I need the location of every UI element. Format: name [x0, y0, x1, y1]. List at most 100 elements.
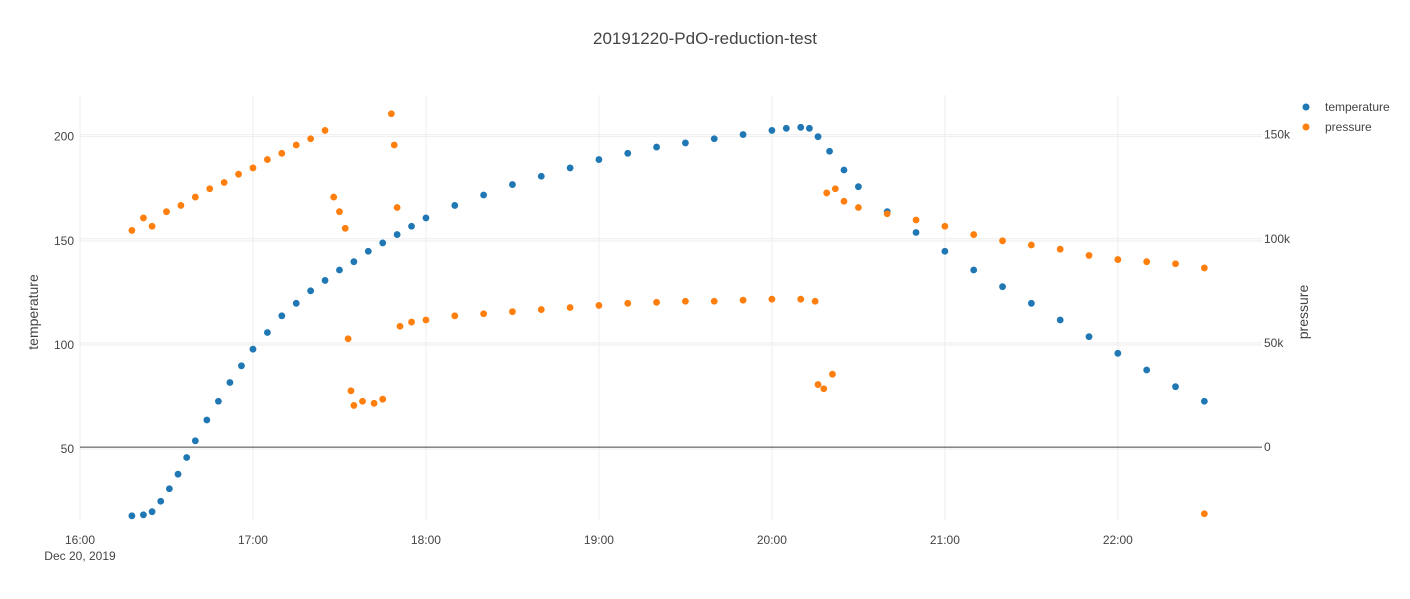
temperature-point — [183, 454, 191, 461]
pressure-point — [422, 316, 430, 324]
temperature-point — [278, 312, 286, 320]
pressure-point — [177, 202, 185, 209]
temperature-point — [1114, 349, 1122, 357]
temperature-point — [336, 266, 343, 274]
temperature-point — [249, 345, 257, 353]
pressure-point — [710, 297, 718, 305]
temperature-point — [408, 222, 415, 230]
pressure-point — [970, 231, 978, 238]
legend-marker — [1302, 123, 1310, 131]
temperature-point — [854, 183, 862, 191]
y-tick-label: 200 — [54, 130, 74, 144]
pressure-point — [148, 222, 156, 230]
temperature-point — [157, 497, 165, 505]
temperature-point — [797, 123, 805, 131]
pressure-point — [1200, 510, 1208, 518]
pressure-point — [451, 312, 459, 320]
x-tick-label: 16:00 — [65, 533, 95, 547]
y2-tick-label: 50k — [1264, 336, 1284, 350]
temperature-point — [226, 379, 234, 386]
pressure-point — [566, 304, 574, 311]
y-tick-label: 50 — [61, 442, 75, 456]
x-tick-label: 17:00 — [238, 533, 268, 547]
temperature-point — [912, 229, 920, 236]
pressure-point — [999, 237, 1006, 245]
pressure-point — [347, 387, 355, 395]
pressure-point — [595, 302, 603, 309]
pressure-point — [249, 164, 257, 172]
pressure-point — [344, 335, 352, 343]
pressure-point — [768, 295, 776, 303]
pressure-point — [797, 295, 805, 303]
series-temperature — [128, 123, 1208, 520]
pressure-point — [191, 193, 199, 201]
pressure-point — [206, 185, 214, 193]
temperature-point — [595, 156, 603, 163]
temperature-point — [826, 147, 833, 155]
pressure-point — [336, 208, 343, 216]
temperature-point — [307, 287, 315, 295]
legend[interactable]: temperature pressure — [1302, 100, 1391, 134]
temperature-point — [1172, 383, 1179, 391]
y-axis-label: temperature — [25, 274, 41, 350]
y-tick-label: 100 — [54, 338, 74, 352]
temperature-point — [203, 416, 211, 424]
temperature-point — [364, 247, 372, 255]
temperature-point — [1200, 397, 1208, 405]
pressure-point — [396, 322, 404, 330]
pressure-point — [1056, 245, 1064, 253]
temperature-point — [805, 124, 813, 132]
temperature-point — [509, 181, 516, 188]
temperature-point — [321, 277, 329, 284]
pressure-point — [1085, 252, 1093, 259]
pressure-point — [140, 214, 147, 222]
pressure-point — [341, 224, 349, 232]
temperature-point — [165, 485, 173, 493]
y2-tick-label: 0 — [1264, 440, 1271, 454]
temperature-point — [214, 397, 222, 405]
pressure-point — [1172, 260, 1179, 268]
pressure-point — [941, 222, 949, 230]
pressure-point — [1027, 241, 1035, 249]
pressure-point — [653, 298, 660, 306]
temperature-point — [1143, 366, 1151, 374]
pressure-point — [814, 381, 822, 388]
pressure-point — [321, 127, 329, 134]
pressure-point — [1143, 258, 1151, 266]
plot-area — [128, 110, 1208, 520]
temperature-point — [768, 127, 776, 134]
temperature-point — [379, 239, 387, 247]
temperature-point — [128, 512, 136, 520]
temperature-point — [451, 202, 459, 209]
pressure-point — [1114, 256, 1122, 263]
series-pressure — [128, 110, 1208, 518]
y-axis-left: 50 100 150 200 — [54, 130, 75, 456]
grid — [79, 95, 1262, 520]
legend-item-pressure[interactable]: pressure — [1302, 120, 1373, 134]
pressure-point — [682, 297, 689, 305]
temperature-point — [782, 124, 790, 132]
pressure-point — [829, 370, 836, 378]
pressure-point — [278, 149, 286, 157]
pressure-point — [840, 197, 848, 205]
temperature-point — [393, 231, 401, 238]
temperature-point — [624, 149, 632, 157]
pressure-point — [387, 110, 395, 118]
temperature-point — [814, 133, 822, 141]
temperature-point — [970, 266, 978, 274]
temperature-point — [238, 362, 245, 370]
legend-item-temperature[interactable]: temperature — [1302, 100, 1391, 114]
pressure-point — [220, 179, 228, 186]
temperature-point — [739, 131, 747, 138]
temperature-point — [566, 164, 574, 172]
pressure-point — [292, 141, 300, 149]
temperature-point — [148, 508, 156, 516]
x-tick-label: 20:00 — [757, 533, 787, 547]
x-tick-label: 18:00 — [411, 533, 441, 547]
pressure-point — [624, 299, 632, 307]
pressure-point — [163, 208, 170, 216]
temperature-point — [1085, 333, 1093, 341]
y-tick-label: 150 — [54, 234, 74, 248]
pressure-point — [480, 310, 488, 318]
